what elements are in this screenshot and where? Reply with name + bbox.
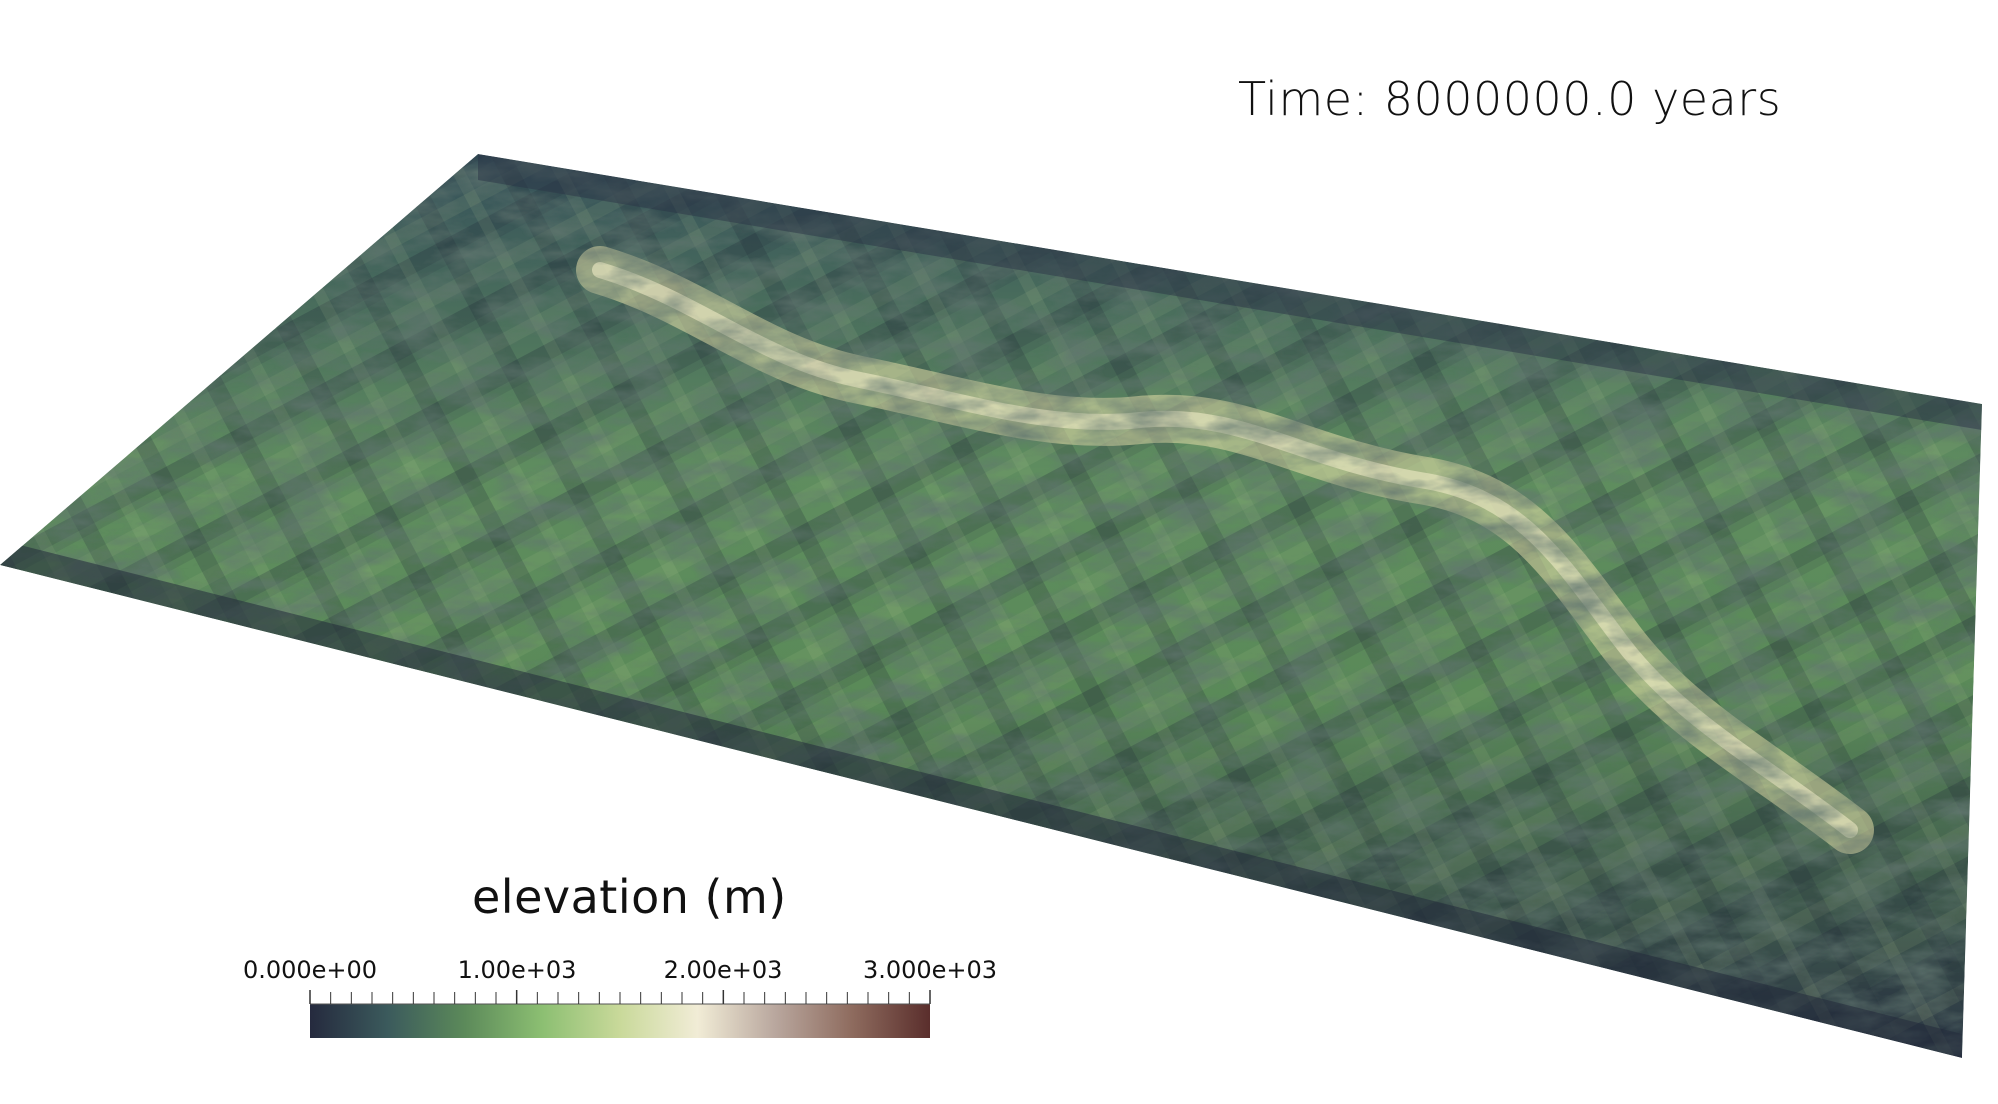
terrain-surface — [0, 154, 1982, 1058]
colorbar — [309, 990, 931, 1038]
colorbar-tick-label-0: 0.000e+00 — [242, 956, 378, 984]
colorbar-tick-label-2: 2.00e+03 — [663, 956, 783, 984]
time-label: Time: 8000000.0 years — [1238, 72, 1782, 126]
colorbar-title: elevation (m) — [472, 870, 787, 924]
colorbar-gradient — [310, 1004, 930, 1038]
colorbar-ticks — [309, 990, 931, 1004]
colorbar-tick-label-1: 1.00e+03 — [457, 956, 577, 984]
colorbar-tick-label-3: 3.000e+03 — [862, 956, 998, 984]
